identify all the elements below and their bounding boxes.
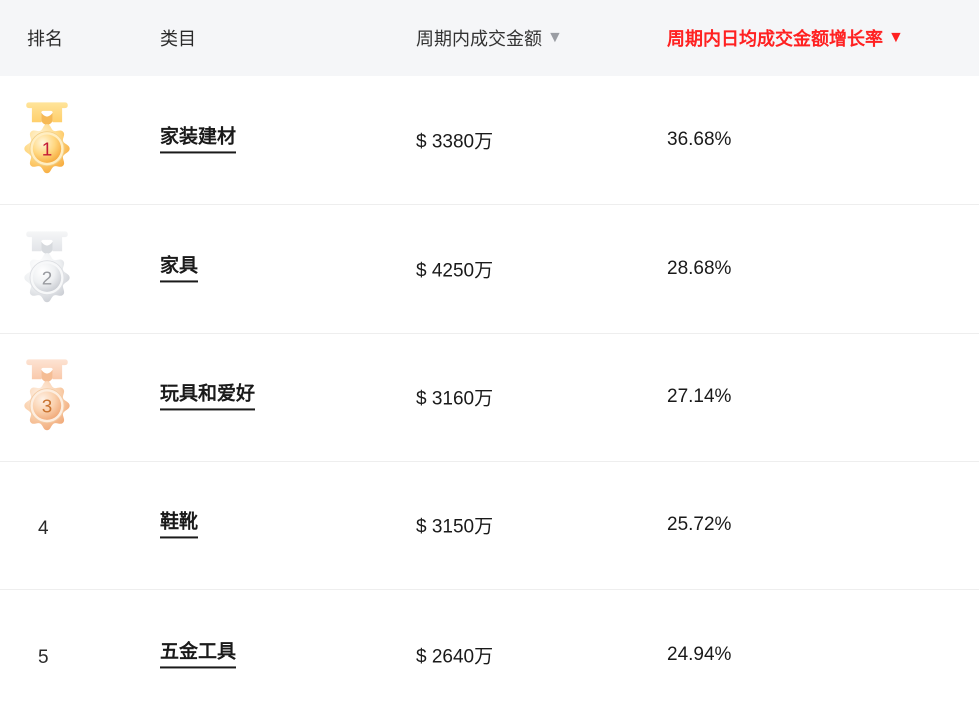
- svg-text:1: 1: [42, 139, 53, 160]
- svg-text:3: 3: [42, 396, 53, 417]
- svg-text:2: 2: [42, 268, 53, 289]
